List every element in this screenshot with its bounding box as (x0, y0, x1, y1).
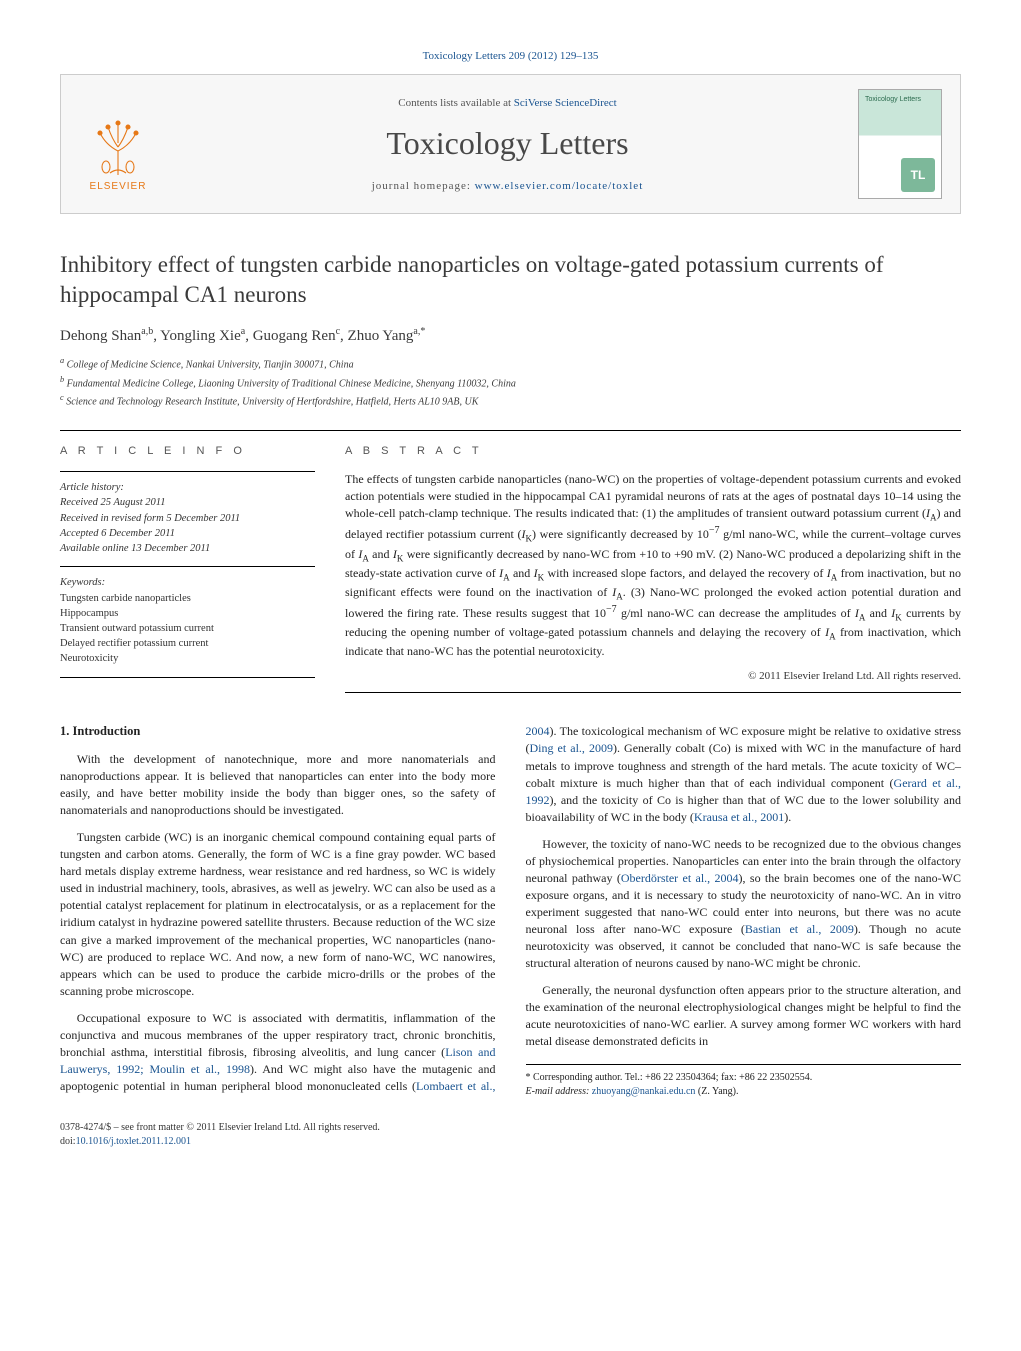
section-heading-introduction: 1. Introduction (60, 723, 496, 741)
history-accepted: Accepted 6 December 2011 (60, 526, 315, 541)
affiliation-c: c Science and Technology Research Instit… (60, 392, 961, 410)
journal-cover-thumbnail: Toxicology Letters TL (858, 89, 942, 199)
homepage-link[interactable]: www.elsevier.com/locate/toxlet (475, 180, 644, 192)
affiliation-a: a College of Medicine Science, Nankai Un… (60, 355, 961, 373)
sciencedirect-link[interactable]: SciVerse ScienceDirect (514, 97, 617, 109)
abstract-copyright: © 2011 Elsevier Ireland Ltd. All rights … (345, 670, 961, 682)
journal-reference-link[interactable]: Toxicology Letters 209 (2012) 129–135 (423, 50, 599, 62)
email-link[interactable]: zhuoyang@nankai.edu.cn (592, 1086, 696, 1097)
keywords-label: Keywords: (60, 575, 315, 590)
divider (345, 692, 961, 693)
homepage-line: journal homepage: www.elsevier.com/locat… (169, 180, 846, 192)
cover-badge: TL (901, 158, 935, 192)
keywords-block: Keywords: Tungsten carbide nanoparticles… (60, 575, 315, 666)
email-label: E-mail address: (526, 1086, 592, 1097)
corresponding-author-footnote: * Corresponding author. Tel.: +86 22 235… (526, 1064, 962, 1099)
article-history: Article history: Received 25 August 2011… (60, 480, 315, 556)
keyword: Delayed rectifier potassium current (60, 636, 315, 651)
corr-author-line: * Corresponding author. Tel.: +86 22 235… (526, 1071, 962, 1085)
doi-prefix: doi: (60, 1136, 76, 1147)
issn-line: 0378-4274/$ – see front matter © 2011 El… (60, 1121, 961, 1135)
body-two-column: 1. Introduction With the development of … (60, 723, 961, 1099)
cover-title: Toxicology Letters (865, 96, 921, 103)
history-label: Article history: (60, 480, 315, 495)
journal-title: Toxicology Letters (169, 125, 846, 162)
doi-link[interactable]: 10.1016/j.toxlet.2011.12.001 (76, 1136, 191, 1147)
divider (60, 677, 315, 678)
history-received: Received 25 August 2011 (60, 495, 315, 510)
keyword: Tungsten carbide nanoparticles (60, 591, 315, 606)
authors-line: Dehong Shana,b, Yongling Xiea, Guogang R… (60, 326, 961, 345)
citation-link[interactable]: Ding et al., 2009 (530, 741, 614, 755)
abstract-label: A B S T R A C T (345, 445, 961, 457)
header-center: Contents lists available at SciVerse Sci… (157, 97, 858, 192)
keyword: Hippocampus (60, 606, 315, 621)
email-suffix: (Z. Yang). (695, 1086, 738, 1097)
elsevier-tree-icon (88, 117, 148, 177)
body-paragraph: With the development of nanotechnique, m… (60, 751, 496, 819)
citation-link[interactable]: Bastian et al., 2009 (745, 922, 854, 936)
abstract-column: A B S T R A C T The effects of tungsten … (345, 430, 961, 701)
history-revised: Received in revised form 5 December 2011 (60, 511, 315, 526)
article-info-label: A R T I C L E I N F O (60, 445, 315, 457)
doi-line: doi:10.1016/j.toxlet.2011.12.001 (60, 1135, 961, 1149)
article-meta-row: A R T I C L E I N F O Article history: R… (60, 430, 961, 701)
body-paragraph: Generally, the neuronal dysfunction ofte… (526, 982, 962, 1050)
text-run: ). (784, 810, 791, 824)
contents-prefix: Contents lists available at (398, 97, 513, 109)
contents-available-line: Contents lists available at SciVerse Sci… (169, 97, 846, 109)
citation-link[interactable]: Oberdörster et al., 2004 (621, 871, 739, 885)
journal-reference: Toxicology Letters 209 (2012) 129–135 (60, 50, 961, 62)
article-info-column: A R T I C L E I N F O Article history: R… (60, 430, 315, 701)
divider (60, 471, 315, 472)
history-online: Available online 13 December 2011 (60, 541, 315, 556)
elsevier-wordmark: ELSEVIER (90, 181, 147, 192)
affiliations: a College of Medicine Science, Nankai Un… (60, 355, 961, 410)
body-paragraph: However, the toxicity of nano-WC needs t… (526, 836, 962, 972)
affiliation-b: b Fundamental Medicine College, Liaoning… (60, 374, 961, 392)
article-title: Inhibitory effect of tungsten carbide na… (60, 250, 961, 310)
journal-header-box: ELSEVIER Contents lists available at Sci… (60, 74, 961, 214)
elsevier-logo: ELSEVIER (79, 96, 157, 192)
keyword: Transient outward potassium current (60, 621, 315, 636)
corr-email-line: E-mail address: zhuoyang@nankai.edu.cn (… (526, 1085, 962, 1099)
page-footer: 0378-4274/$ – see front matter © 2011 El… (60, 1121, 961, 1149)
text-run: stitial fibrosis, fibrosing alveolitis, … (176, 1045, 446, 1059)
keyword: Neurotoxicity (60, 651, 315, 666)
body-paragraph: Tungsten carbide (WC) is an inorganic ch… (60, 829, 496, 999)
homepage-prefix: journal homepage: (372, 180, 475, 192)
divider (60, 566, 315, 567)
abstract-text: The effects of tungsten carbide nanopart… (345, 471, 961, 660)
citation-link[interactable]: Krausa et al., 2001 (694, 810, 784, 824)
